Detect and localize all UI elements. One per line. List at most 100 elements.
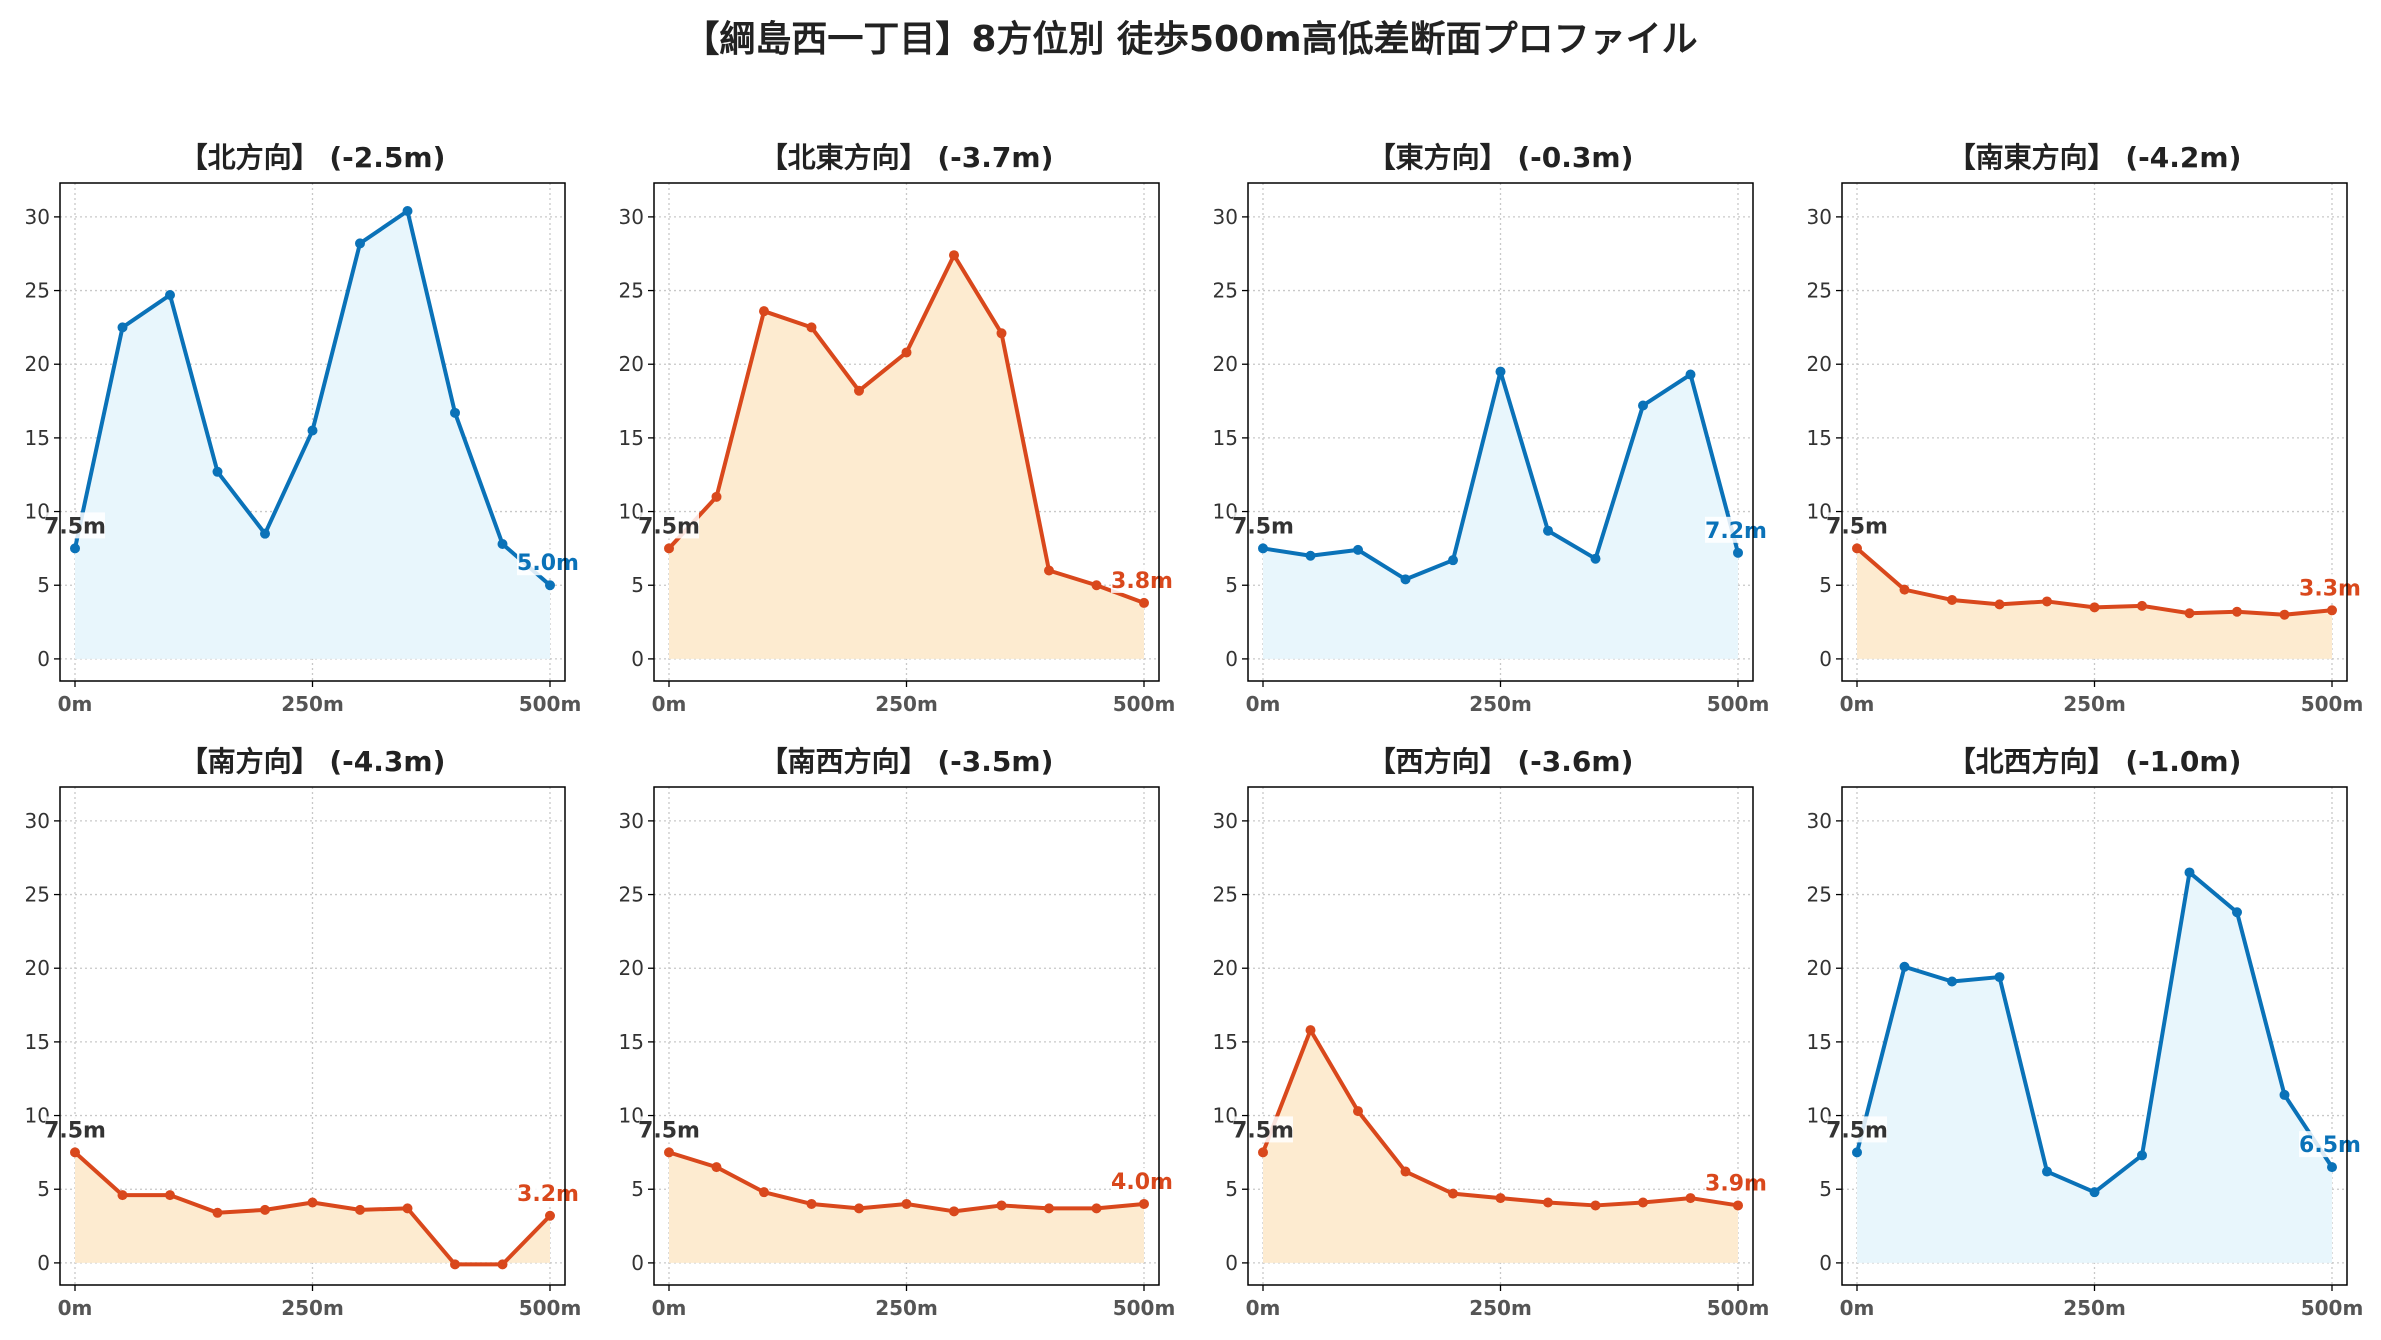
y-tick-label: 20 bbox=[1807, 352, 1832, 376]
plot-frame bbox=[1841, 182, 2348, 682]
data-point bbox=[497, 538, 508, 549]
start-label-bg bbox=[1827, 1116, 1887, 1143]
panel-title: 【南西方向】 (-3.5m) bbox=[760, 745, 1054, 778]
x-tick-label: 0m bbox=[1246, 1296, 1281, 1320]
data-point bbox=[1258, 543, 1268, 554]
data-point bbox=[806, 322, 817, 333]
series-area bbox=[1263, 371, 1738, 659]
data-point bbox=[1091, 1203, 1102, 1214]
y-tick-label: 5 bbox=[631, 1177, 644, 1201]
data-point bbox=[1448, 1188, 1458, 1199]
start-label: 7.5m bbox=[1826, 1118, 1888, 1143]
y-tick-label: 0 bbox=[631, 1251, 644, 1275]
end-label: 3.2m bbox=[517, 1182, 579, 1207]
data-point bbox=[212, 1207, 223, 1218]
data-point bbox=[759, 1187, 769, 1198]
start-label: 7.5m bbox=[1232, 1118, 1294, 1143]
y-tick-label: 25 bbox=[25, 279, 50, 303]
data-point bbox=[1638, 400, 1648, 411]
data-point bbox=[212, 466, 223, 477]
end-label-bg bbox=[1705, 516, 1767, 543]
y-tick-label: 30 bbox=[25, 809, 50, 833]
y-tick-label: 25 bbox=[619, 883, 644, 907]
x-tick-label: 500m bbox=[2301, 692, 2364, 716]
data-point bbox=[1543, 525, 1553, 536]
data-point bbox=[2184, 608, 2195, 619]
start-label: 7.5m bbox=[44, 1118, 106, 1143]
data-point bbox=[1852, 543, 1862, 554]
data-point bbox=[402, 1203, 413, 1214]
panel-title: 【東方向】 (-0.3m) bbox=[1368, 141, 1634, 174]
data-point bbox=[901, 347, 912, 358]
y-tick-label: 15 bbox=[1213, 1030, 1238, 1054]
data-point bbox=[2137, 600, 2147, 611]
data-point bbox=[1733, 1200, 1743, 1211]
y-tick-label: 20 bbox=[619, 956, 644, 980]
data-point bbox=[307, 425, 318, 436]
y-tick-label: 15 bbox=[1807, 426, 1832, 450]
start-label-bg bbox=[1233, 1116, 1293, 1143]
x-tick-label: 500m bbox=[1113, 692, 1176, 716]
y-tick-label: 30 bbox=[1807, 809, 1832, 833]
data-point bbox=[2184, 867, 2195, 878]
y-tick-label: 5 bbox=[1819, 1177, 1832, 1201]
data-point bbox=[1994, 599, 2005, 610]
x-tick-label: 0m bbox=[58, 1296, 93, 1320]
y-tick-label: 5 bbox=[1225, 1177, 1238, 1201]
x-tick-label: 500m bbox=[1707, 692, 1770, 716]
y-tick-label: 20 bbox=[1213, 956, 1238, 980]
start-label: 7.5m bbox=[1232, 514, 1294, 539]
data-point bbox=[2232, 907, 2242, 918]
data-point bbox=[2089, 1187, 2100, 1198]
data-point bbox=[117, 1190, 128, 1201]
start-label-bg bbox=[639, 512, 699, 539]
data-point bbox=[1353, 1106, 1363, 1117]
y-tick-label: 30 bbox=[619, 809, 644, 833]
data-point bbox=[1685, 1193, 1696, 1204]
panel-title: 【南方向】 (-4.3m) bbox=[180, 745, 446, 778]
end-label-bg bbox=[1705, 1169, 1767, 1196]
start-label: 7.5m bbox=[1826, 514, 1888, 539]
end-label-bg bbox=[517, 549, 579, 576]
x-tick-label: 250m bbox=[2063, 692, 2126, 716]
data-point bbox=[996, 1200, 1007, 1211]
x-tick-label: 500m bbox=[519, 692, 582, 716]
data-point bbox=[2042, 596, 2052, 607]
x-tick-label: 0m bbox=[1840, 1296, 1875, 1320]
data-point bbox=[1400, 1166, 1411, 1177]
x-tick-label: 0m bbox=[652, 692, 687, 716]
y-tick-label: 25 bbox=[1807, 883, 1832, 907]
data-point bbox=[450, 407, 460, 418]
data-point bbox=[1733, 547, 1743, 558]
y-tick-label: 25 bbox=[1807, 279, 1832, 303]
y-tick-label: 15 bbox=[1213, 426, 1238, 450]
y-tick-label: 20 bbox=[619, 352, 644, 376]
data-point bbox=[307, 1197, 318, 1208]
data-point bbox=[854, 1203, 864, 1214]
data-point bbox=[996, 328, 1007, 339]
data-point bbox=[2327, 605, 2337, 616]
y-tick-label: 0 bbox=[37, 1251, 50, 1275]
y-tick-label: 0 bbox=[37, 647, 50, 671]
data-point bbox=[1091, 580, 1102, 591]
y-tick-label: 25 bbox=[619, 279, 644, 303]
data-point bbox=[1044, 1203, 1054, 1214]
data-point bbox=[1947, 976, 1957, 987]
data-point bbox=[402, 205, 413, 216]
end-label: 3.3m bbox=[2299, 576, 2361, 601]
start-label-bg bbox=[45, 1116, 105, 1143]
y-tick-label: 25 bbox=[1213, 883, 1238, 907]
y-tick-label: 30 bbox=[619, 205, 644, 229]
end-label: 3.8m bbox=[1111, 569, 1173, 594]
start-label-bg bbox=[1827, 512, 1887, 539]
data-point bbox=[2042, 1166, 2052, 1177]
panel-title: 【北東方向】 (-3.7m) bbox=[760, 141, 1054, 174]
y-tick-label: 30 bbox=[1807, 205, 1832, 229]
data-point bbox=[1852, 1147, 1862, 1158]
end-label-bg bbox=[1111, 566, 1173, 593]
x-tick-label: 0m bbox=[1840, 692, 1875, 716]
